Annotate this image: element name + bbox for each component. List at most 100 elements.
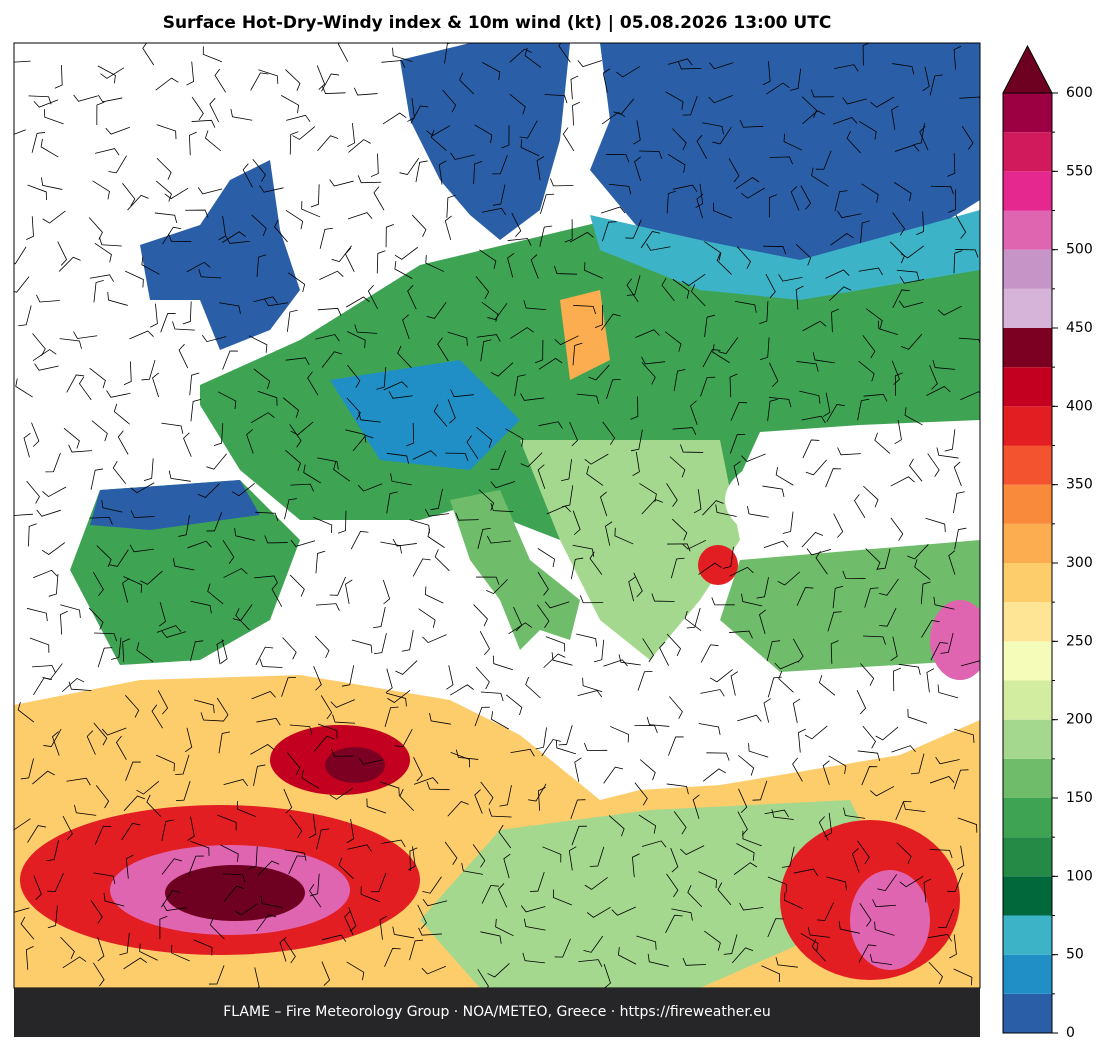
- wind-barb: [46, 840, 60, 862]
- wind-barb: [708, 95, 733, 104]
- wind-barb: [783, 133, 803, 151]
- wind-barb: [60, 610, 68, 635]
- wind-barb: [337, 43, 349, 62]
- wind-barb: [947, 872, 964, 892]
- wind-barb: [189, 840, 210, 856]
- wind-barb: [896, 842, 912, 864]
- wind-barb: [633, 120, 641, 145]
- central-europe: [200, 222, 980, 600]
- wind-barb: [399, 157, 420, 176]
- wind-barb: [386, 491, 398, 514]
- wind-barb: [206, 512, 223, 532]
- wind-barb: [259, 185, 284, 193]
- wind-barb: [162, 226, 182, 245]
- wind-barb: [488, 808, 512, 818]
- wind-barb: [792, 698, 801, 723]
- wind-barb: [520, 452, 543, 468]
- wind-barb: [842, 97, 867, 105]
- wind-barb: [476, 334, 501, 342]
- wind-barb: [525, 676, 541, 699]
- wind-barb: [944, 429, 956, 452]
- wind-barb: [129, 544, 154, 553]
- wind-barb: [234, 527, 256, 541]
- colorbar-bin: [1003, 876, 1052, 916]
- wind-barb: [285, 449, 301, 471]
- wind-barb: [437, 337, 449, 362]
- wind-barb: [481, 207, 507, 216]
- wind-barb: [193, 699, 215, 714]
- wind-barb: [430, 488, 443, 511]
- colorbar-bin: [1003, 641, 1052, 681]
- wind-barb: [370, 872, 387, 893]
- wind-barb: [42, 486, 67, 498]
- wind-barb: [681, 539, 707, 550]
- wind-barb: [523, 918, 546, 931]
- wind-barb: [123, 795, 146, 812]
- wind-barb: [475, 666, 490, 690]
- wind-barb: [395, 660, 418, 675]
- wind-barb: [695, 183, 704, 208]
- wind-barb: [510, 748, 535, 757]
- wind-barb: [863, 393, 888, 402]
- wind-barb: [492, 155, 508, 175]
- wind-barb: [919, 125, 929, 151]
- wind-barb: [804, 725, 828, 740]
- wind-barb: [729, 434, 746, 454]
- wind-barb: [255, 511, 279, 521]
- wind-barb: [284, 939, 296, 964]
- wind-barb: [125, 695, 140, 718]
- wind-barb: [891, 745, 916, 753]
- wind-barb: [718, 337, 739, 355]
- wind-barb: [45, 452, 61, 473]
- wind-barb: [478, 489, 495, 511]
- wind-barb: [348, 907, 357, 932]
- wind-barb: [796, 587, 814, 606]
- wind-barb: [824, 812, 833, 837]
- wind-barb: [572, 510, 581, 536]
- wind-barb: [379, 915, 388, 940]
- wind-barb: [865, 548, 881, 571]
- wind-barb: [956, 845, 965, 870]
- wind-barb: [353, 87, 378, 96]
- wind-barb: [673, 811, 687, 835]
- wind-barb: [422, 876, 442, 894]
- wind-barb: [251, 214, 267, 236]
- wind-barb: [641, 362, 656, 385]
- wind-barb: [702, 349, 721, 368]
- wind-barb: [584, 453, 609, 465]
- wind-barb: [394, 261, 413, 279]
- wind-barb: [490, 450, 507, 470]
- wind-barb: [150, 303, 158, 328]
- wind-barb: [498, 824, 512, 849]
- wind-barb: [793, 868, 819, 877]
- wind-barb: [499, 785, 512, 807]
- wind-barb: [927, 934, 952, 942]
- wind-barb: [508, 622, 533, 635]
- wind-barb: [480, 691, 504, 702]
- wind-barb: [94, 148, 120, 156]
- extreme-zone: [165, 865, 305, 921]
- wind-barb: [741, 453, 766, 462]
- wind-barb: [344, 579, 353, 604]
- wind-barb: [667, 153, 686, 173]
- wind-barb: [290, 421, 314, 436]
- wind-barb: [125, 270, 144, 288]
- wind-barb: [495, 918, 514, 937]
- wind-barb: [572, 544, 595, 557]
- baltic-band: [590, 210, 980, 300]
- wind-barb: [89, 367, 106, 389]
- wind-barb: [446, 194, 456, 218]
- wind-barb: [922, 66, 930, 92]
- wind-barb: [570, 799, 586, 819]
- wind-barb: [551, 652, 573, 666]
- wind-barb: [766, 640, 781, 662]
- wind-barb: [578, 959, 603, 967]
- wind-barb: [877, 874, 898, 892]
- wind-barb: [479, 631, 491, 656]
- wind-barb: [480, 781, 494, 805]
- wind-barb: [825, 269, 850, 279]
- wind-barb: [858, 267, 883, 276]
- wind-barb: [94, 825, 112, 845]
- wind-barb: [670, 557, 685, 579]
- wind-barb: [603, 766, 624, 784]
